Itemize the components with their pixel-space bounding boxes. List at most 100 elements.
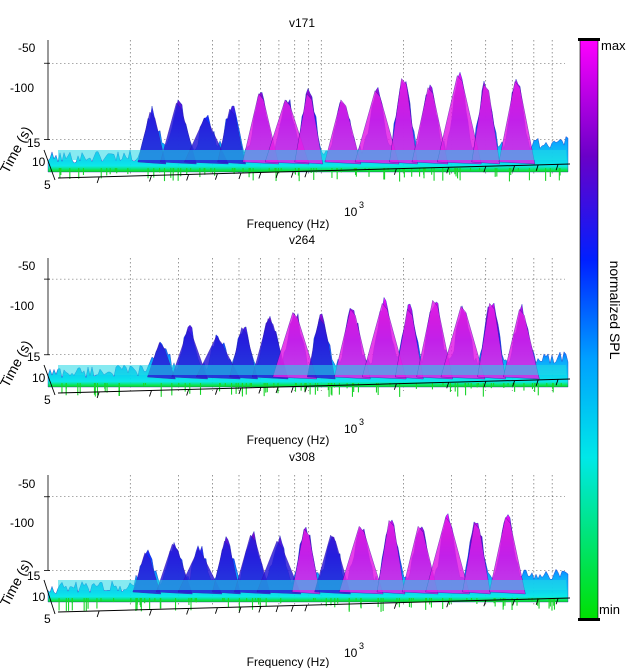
frequency-tick <box>512 165 516 172</box>
y-tick-label: 15 <box>27 136 41 150</box>
frequency-tick <box>446 601 450 608</box>
frequency-tick <box>290 386 294 393</box>
colorbar-max-cap <box>578 38 600 41</box>
z-tick-labels: -50 -100 <box>10 477 36 530</box>
x-tick-exponent: 3 <box>359 417 364 427</box>
time-axis-line <box>43 149 56 181</box>
spl-peak <box>272 311 318 380</box>
frequency-tick <box>238 606 242 614</box>
panel-2-plot <box>43 258 571 399</box>
frequency-tick <box>535 379 539 386</box>
z-tick-labels: -50 -100 <box>10 259 36 313</box>
y-tick-label: 5 <box>44 612 51 626</box>
y-tick-label: 15 <box>27 569 41 583</box>
frequency-tick <box>149 609 152 616</box>
colorbar-max-label: max <box>601 38 626 53</box>
spl-peak <box>401 525 439 595</box>
frequency-tick <box>512 599 516 606</box>
frequency-tick <box>304 605 308 612</box>
spl-peak <box>425 516 470 595</box>
noise-floor <box>58 598 556 612</box>
frequency-tick <box>186 174 190 181</box>
panel-2: v264 -50 -100 15 10 5 Time (s) 10 3 Freq… <box>0 233 364 447</box>
colorbar: max min normalized SPL <box>578 38 626 621</box>
frequency-tick <box>186 608 190 615</box>
z-tick-label: -50 <box>18 41 36 55</box>
y-tick-label: 10 <box>32 155 46 169</box>
frequency-tick <box>96 391 100 399</box>
panel-3-plot <box>43 475 571 618</box>
colorbar-min-cap <box>578 618 600 621</box>
frequency-axis-line <box>57 163 571 179</box>
spl-peak <box>354 90 400 165</box>
z-tick-label: -50 <box>18 259 36 273</box>
frequency-tick <box>149 175 152 182</box>
y-tick-label: 5 <box>44 178 51 192</box>
frequency-tick <box>258 606 262 613</box>
frequency-tick <box>214 607 218 614</box>
frequency-tick <box>555 598 559 605</box>
z-tick-label: -100 <box>10 81 34 95</box>
frequency-tick <box>258 387 262 394</box>
frequency-axis <box>57 163 571 184</box>
spl-peak <box>234 534 271 595</box>
cyan-band <box>58 150 566 160</box>
x-tick-label-1000: 10 3 <box>344 417 364 436</box>
y-tick-labels: 15 10 5 <box>27 350 51 407</box>
spl-peak <box>291 528 321 595</box>
panel-1: v171 -50 -100 15 10 5 Time (s) 10 3 Freq… <box>0 16 364 231</box>
frequency-tick <box>290 171 294 178</box>
x-tick-label: 10 <box>344 205 358 219</box>
y-tick-labels: 15 10 5 <box>27 569 51 626</box>
y-tick-label: 10 <box>32 371 46 385</box>
spl-peak <box>294 93 323 165</box>
spl-peak <box>306 318 336 380</box>
spl-peak <box>324 99 362 165</box>
frequency-axis <box>57 597 571 618</box>
frequency-tick <box>149 390 152 397</box>
x-tick-label: 10 <box>344 422 358 436</box>
y-tick-label: 10 <box>32 590 46 604</box>
frequency-tick <box>275 386 279 394</box>
frequency-tick <box>483 600 487 607</box>
spl-peak <box>462 522 491 595</box>
frequency-tick <box>535 598 539 605</box>
cyan-band <box>58 365 566 375</box>
colorbar-min-label: min <box>599 602 620 617</box>
spl-peak <box>471 84 500 165</box>
x-axis-label: Frequency (Hz) <box>247 433 330 447</box>
z-tick-label: -100 <box>10 516 34 530</box>
frequency-tick <box>96 610 100 618</box>
spl-peak <box>498 81 536 165</box>
time-axis-line <box>43 579 56 615</box>
panel-title: v264 <box>289 233 315 247</box>
frequency-tick <box>555 379 559 386</box>
spl-peak <box>395 308 424 380</box>
frequency-tick <box>275 605 279 613</box>
spl-peak <box>411 87 449 165</box>
frequency-tick <box>238 387 242 395</box>
frequency-tick <box>393 383 397 390</box>
x-tick-label-1000: 10 3 <box>344 200 364 219</box>
frequency-tick <box>214 388 218 395</box>
frequency-tick <box>555 164 559 171</box>
x-axis-label: Frequency (Hz) <box>247 655 330 668</box>
frequency-tick <box>258 172 262 179</box>
frequency-tick <box>214 173 218 180</box>
frequency-tick <box>96 176 100 184</box>
spl-peak <box>160 102 197 165</box>
spl-peak <box>314 534 351 595</box>
spl-peak <box>440 305 486 380</box>
frequency-tick <box>446 382 450 389</box>
x-tick-exponent: 3 <box>359 200 364 210</box>
panel-title: v171 <box>289 16 315 30</box>
spl-peak <box>389 78 418 165</box>
frequency-tick <box>483 381 487 388</box>
colorbar-gradient <box>579 39 599 621</box>
z-tick-label: -100 <box>10 299 34 313</box>
spl-peak <box>361 302 407 380</box>
x-tick-label: 10 <box>344 646 358 660</box>
spl-peak <box>376 519 406 595</box>
colorbar-label: normalized SPL <box>607 261 623 360</box>
